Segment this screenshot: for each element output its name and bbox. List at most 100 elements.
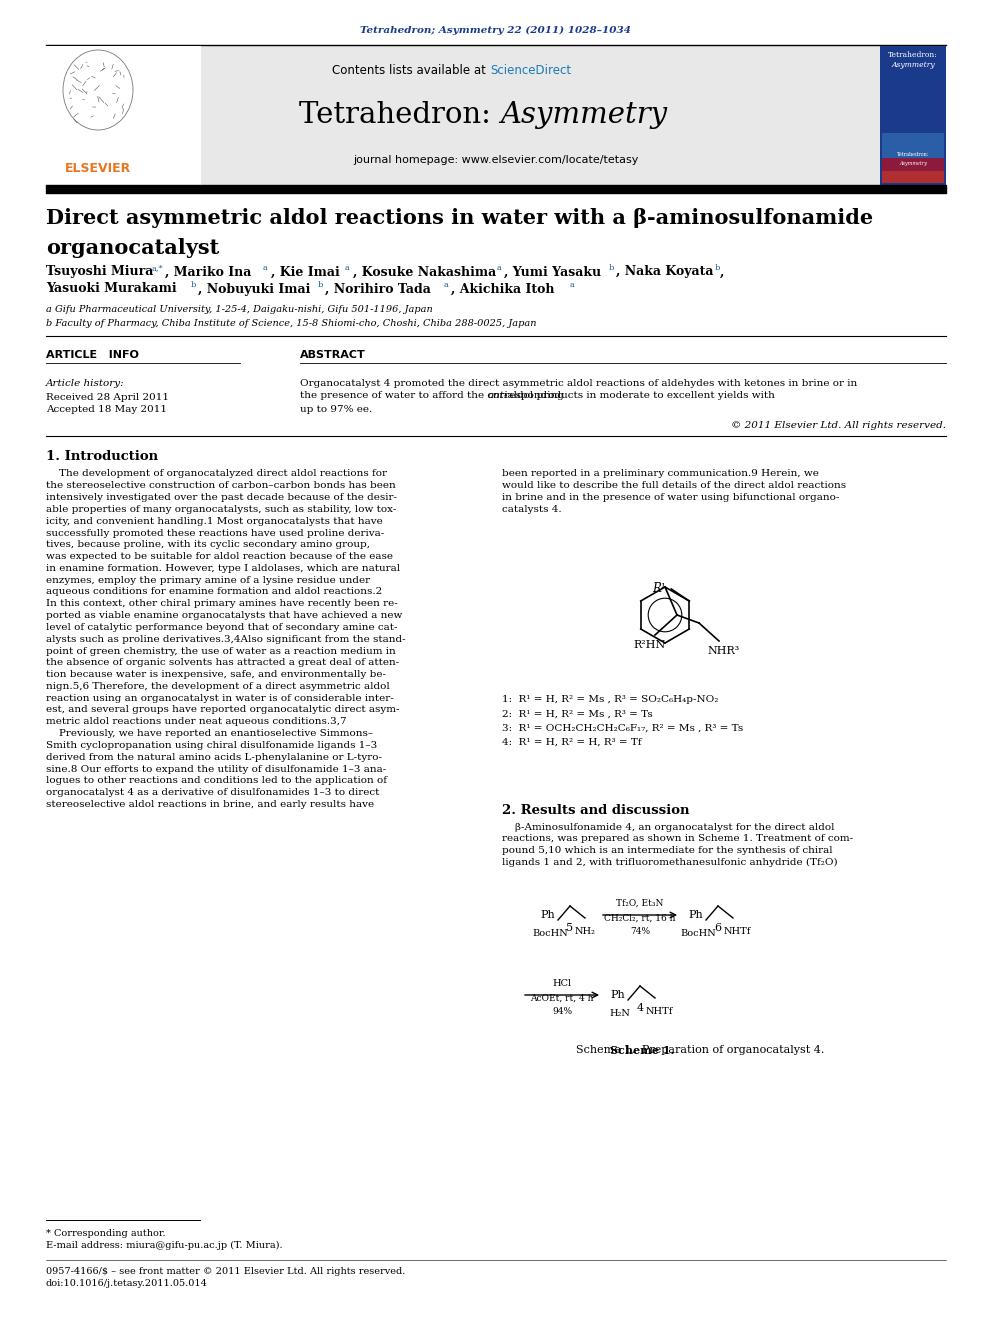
- Text: Direct asymmetric aldol reactions in water with a β-aminosulfonamide: Direct asymmetric aldol reactions in wat…: [46, 208, 873, 228]
- Text: point of green chemistry, the use of water as a reaction medium in: point of green chemistry, the use of wat…: [46, 647, 396, 655]
- Text: Yasuoki Murakami: Yasuoki Murakami: [46, 283, 177, 295]
- Text: ARTICLE   INFO: ARTICLE INFO: [46, 351, 139, 360]
- Text: b: b: [318, 280, 323, 288]
- Text: © 2011 Elsevier Ltd. All rights reserved.: © 2011 Elsevier Ltd. All rights reserved…: [731, 422, 946, 430]
- Text: aqueous conditions for enamine formation and aldol reactions.2: aqueous conditions for enamine formation…: [46, 587, 382, 597]
- Text: tion because water is inexpensive, safe, and environmentally be-: tion because water is inexpensive, safe,…: [46, 671, 386, 679]
- Text: Received 28 April 2011: Received 28 April 2011: [46, 393, 169, 401]
- Text: able properties of many organocatalysts, such as stability, low tox-: able properties of many organocatalysts,…: [46, 505, 397, 513]
- Text: enzymes, employ the primary amine of a lysine residue under: enzymes, employ the primary amine of a l…: [46, 576, 370, 585]
- Text: doi:10.1016/j.tetasy.2011.05.014: doi:10.1016/j.tetasy.2011.05.014: [46, 1279, 208, 1289]
- Text: Tetrahedron:: Tetrahedron:: [888, 52, 938, 60]
- Text: 2:  R¹ = H, R² = Ms , R³ = Ts: 2: R¹ = H, R² = Ms , R³ = Ts: [502, 709, 653, 718]
- Text: pound 5,10 which is an intermediate for the synthesis of chiral: pound 5,10 which is an intermediate for …: [502, 847, 832, 855]
- Text: Ph: Ph: [688, 910, 702, 919]
- Text: a Gifu Pharmaceutical University, 1-25-4, Daigaku-nishi, Gifu 501-1196, Japan: a Gifu Pharmaceutical University, 1-25-4…: [46, 306, 433, 315]
- Text: , Nobuyuki Imai: , Nobuyuki Imai: [198, 283, 310, 295]
- Text: Asymmetry: Asymmetry: [899, 160, 927, 165]
- Text: 6: 6: [714, 923, 721, 933]
- Text: a: a: [570, 280, 575, 288]
- Text: ScienceDirect: ScienceDirect: [490, 64, 571, 77]
- Bar: [46, 46, 946, 185]
- Bar: [882, 134, 944, 183]
- Text: the stereoselective construction of carbon–carbon bonds has been: the stereoselective construction of carb…: [46, 482, 396, 491]
- Text: in enamine formation. However, type I aldolases, which are natural: in enamine formation. However, type I al…: [46, 564, 400, 573]
- Text: organocatalyst 4 as a derivative of disulfonamides 1–3 to direct: organocatalyst 4 as a derivative of disu…: [46, 789, 379, 796]
- Text: in brine and in the presence of water using bifunctional organo-: in brine and in the presence of water us…: [502, 493, 839, 503]
- Text: Smith cyclopropanation using chiral disulfonamide ligands 1–3: Smith cyclopropanation using chiral disu…: [46, 741, 377, 750]
- Text: Asymmetry: Asymmetry: [500, 101, 668, 130]
- Text: Tsuyoshi Miura: Tsuyoshi Miura: [46, 266, 154, 279]
- Text: ABSTRACT: ABSTRACT: [300, 351, 366, 360]
- Text: 4:  R¹ = H, R² = H, R³ = Tf: 4: R¹ = H, R² = H, R³ = Tf: [502, 737, 642, 746]
- Text: The development of organocatalyzed direct aldol reactions for: The development of organocatalyzed direc…: [46, 470, 387, 479]
- Text: 1. Introduction: 1. Introduction: [46, 451, 158, 463]
- Bar: [880, 46, 946, 185]
- Text: Scheme 1.: Scheme 1.: [610, 1044, 675, 1056]
- Text: -aldol products in moderate to excellent yields with: -aldol products in moderate to excellent…: [504, 392, 775, 401]
- Text: Scheme 1.  Preparation of organocatalyst 4.: Scheme 1. Preparation of organocatalyst …: [575, 1045, 824, 1054]
- Text: metric aldol reactions under neat aqueous conditions.3,7: metric aldol reactions under neat aqueou…: [46, 717, 346, 726]
- Text: β-Aminosulfonamide 4, an organocatalyst for the direct aldol: β-Aminosulfonamide 4, an organocatalyst …: [502, 823, 834, 831]
- Text: organocatalyst: organocatalyst: [46, 238, 219, 258]
- Text: R¹: R¹: [653, 582, 667, 595]
- Text: , Norihiro Tada: , Norihiro Tada: [325, 283, 431, 295]
- Text: NHTf: NHTf: [723, 927, 751, 937]
- Text: b Faculty of Pharmacy, Chiba Institute of Science, 15-8 Shiomi-cho, Choshi, Chib: b Faculty of Pharmacy, Chiba Institute o…: [46, 319, 537, 328]
- Text: Ph: Ph: [540, 910, 555, 919]
- Text: a,*: a,*: [152, 265, 164, 273]
- Text: a: a: [263, 265, 268, 273]
- Text: NHR³: NHR³: [708, 646, 740, 656]
- Text: , Mariko Ina: , Mariko Ina: [165, 266, 251, 279]
- Text: a: a: [345, 265, 350, 273]
- Text: b: b: [715, 265, 720, 273]
- Text: Tetrahedron; Asymmetry 22 (2011) 1028–1034: Tetrahedron; Asymmetry 22 (2011) 1028–10…: [360, 25, 632, 34]
- Text: a: a: [497, 265, 502, 273]
- Text: Tetrahedron:: Tetrahedron:: [897, 152, 930, 157]
- Text: Contents lists available at: Contents lists available at: [332, 64, 490, 77]
- Text: anti: anti: [487, 392, 508, 401]
- Text: BocHN: BocHN: [681, 930, 716, 938]
- Text: AcOEt, rt, 4 h: AcOEt, rt, 4 h: [531, 994, 594, 1003]
- Text: 0957-4166/$ – see front matter © 2011 Elsevier Ltd. All rights reserved.: 0957-4166/$ – see front matter © 2011 El…: [46, 1267, 406, 1277]
- Text: sine.8 Our efforts to expand the utility of disulfonamide 1–3 ana-: sine.8 Our efforts to expand the utility…: [46, 765, 386, 774]
- Text: stereoselective aldol reactions in brine, and early results have: stereoselective aldol reactions in brine…: [46, 800, 374, 808]
- Text: , Kosuke Nakashima: , Kosuke Nakashima: [353, 266, 496, 279]
- Text: Tf₂O, Et₃N: Tf₂O, Et₃N: [616, 898, 664, 908]
- Text: Previously, we have reported an enantioselective Simmons–: Previously, we have reported an enantios…: [46, 729, 373, 738]
- Text: tives, because proline, with its cyclic secondary amino group,: tives, because proline, with its cyclic …: [46, 540, 370, 549]
- Text: 5: 5: [566, 923, 573, 933]
- Text: CH₂Cl₂, rt, 16 h: CH₂Cl₂, rt, 16 h: [604, 913, 676, 922]
- Text: level of catalytic performance beyond that of secondary amine cat-: level of catalytic performance beyond th…: [46, 623, 398, 632]
- Text: derived from the natural amino acids L-phenylalanine or L-tyro-: derived from the natural amino acids L-p…: [46, 753, 382, 762]
- Text: intensively investigated over the past decade because of the desir-: intensively investigated over the past d…: [46, 493, 397, 503]
- Bar: [882, 171, 944, 183]
- Text: 94%: 94%: [552, 1007, 572, 1016]
- Text: Article history:: Article history:: [46, 378, 125, 388]
- Text: the presence of water to afford the corresponding: the presence of water to afford the corr…: [300, 392, 567, 401]
- Text: the absence of organic solvents has attracted a great deal of atten-: the absence of organic solvents has attr…: [46, 659, 399, 667]
- Text: R²HN: R²HN: [634, 640, 666, 650]
- Text: ported as viable enamine organocatalysts that have achieved a new: ported as viable enamine organocatalysts…: [46, 611, 403, 620]
- Text: b: b: [609, 265, 614, 273]
- Text: ligands 1 and 2, with trifluoromethanesulfonic anhydride (Tf₂O): ligands 1 and 2, with trifluoromethanesu…: [502, 857, 837, 867]
- Text: Organocatalyst 4 promoted the direct asymmetric aldol reactions of aldehydes wit: Organocatalyst 4 promoted the direct asy…: [300, 378, 857, 388]
- Text: up to 97% ee.: up to 97% ee.: [300, 405, 372, 414]
- Text: Accepted 18 May 2011: Accepted 18 May 2011: [46, 406, 167, 414]
- Text: icity, and convenient handling.1 Most organocatalysts that have: icity, and convenient handling.1 Most or…: [46, 517, 383, 525]
- Text: logues to other reactions and conditions led to the application of: logues to other reactions and conditions…: [46, 777, 387, 786]
- Text: 2. Results and discussion: 2. Results and discussion: [502, 803, 689, 816]
- Text: Tetrahedron:: Tetrahedron:: [299, 101, 500, 130]
- Text: reactions, was prepared as shown in Scheme 1. Treatment of com-: reactions, was prepared as shown in Sche…: [502, 835, 853, 843]
- Text: catalysts 4.: catalysts 4.: [502, 505, 561, 513]
- Text: ELSEVIER: ELSEVIER: [64, 161, 131, 175]
- Text: 3:  R¹ = OCH₂CH₂CH₂C₆F₁₇, R² = Ms , R³ = Ts: 3: R¹ = OCH₂CH₂CH₂C₆F₁₇, R² = Ms , R³ = …: [502, 724, 743, 733]
- Text: In this context, other chiral primary amines have recently been re-: In this context, other chiral primary am…: [46, 599, 398, 609]
- Text: HCl: HCl: [553, 979, 571, 987]
- Text: , Yumi Yasaku: , Yumi Yasaku: [504, 266, 601, 279]
- Bar: [46, 46, 201, 185]
- Text: * Corresponding author.: * Corresponding author.: [46, 1229, 166, 1237]
- Text: BocHN: BocHN: [532, 930, 567, 938]
- Text: successfully promoted these reactions have used proline deriva-: successfully promoted these reactions ha…: [46, 528, 384, 537]
- Text: , Kie Imai: , Kie Imai: [271, 266, 339, 279]
